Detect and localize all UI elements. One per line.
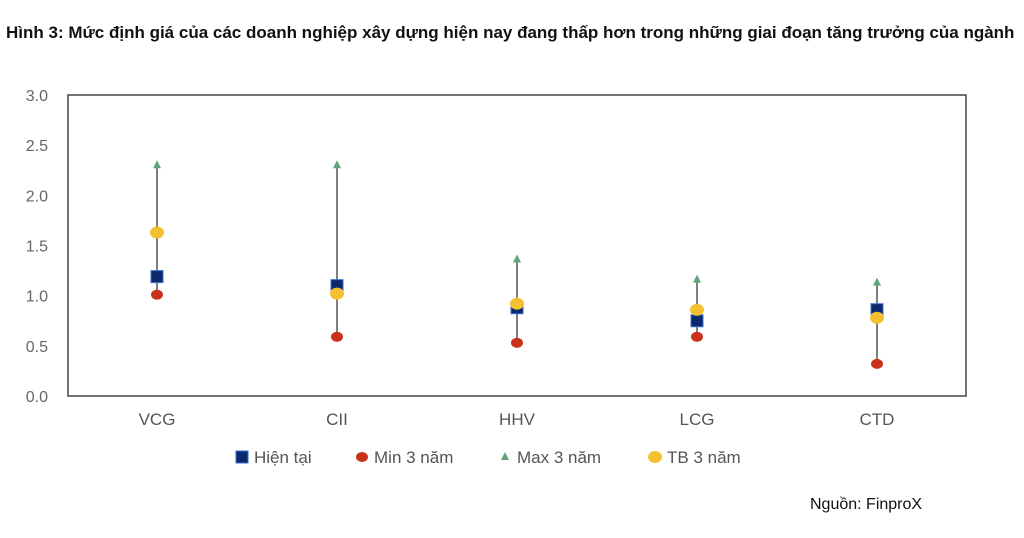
legend-marker bbox=[235, 450, 249, 464]
point-min-3-năm bbox=[151, 289, 163, 300]
chart-title: Hình 3: Mức định giá của các doanh nghiệ… bbox=[6, 23, 1015, 42]
point-hiện-tại bbox=[690, 314, 704, 328]
plot-frame bbox=[67, 94, 967, 397]
point-min-3-năm bbox=[331, 331, 343, 342]
legend-marker bbox=[501, 452, 509, 460]
y-tick-label: 1.0 bbox=[26, 289, 48, 306]
x-tick-label: HHV bbox=[499, 410, 536, 429]
y-tick-label: 2.5 bbox=[26, 138, 48, 155]
legend-label: TB 3 năm bbox=[667, 448, 741, 467]
y-tick-label: 0.5 bbox=[26, 339, 48, 356]
y-tick-label: 3.0 bbox=[26, 88, 48, 105]
y-tick-label: 0.0 bbox=[26, 389, 48, 406]
point-hiện-tại bbox=[150, 270, 164, 284]
x-tick-label: CII bbox=[326, 410, 348, 429]
legend-label: Min 3 năm bbox=[374, 448, 453, 467]
point-min-3-năm bbox=[691, 331, 703, 342]
x-tick-label: CTD bbox=[860, 410, 895, 429]
point-tb-3-năm bbox=[150, 226, 164, 239]
x-tick-label: LCG bbox=[680, 410, 715, 429]
point-min-3-năm bbox=[871, 358, 883, 369]
point-tb-3-năm bbox=[510, 297, 524, 310]
y-tick-label: 1.5 bbox=[26, 239, 48, 256]
point-min-3-năm bbox=[511, 337, 523, 348]
legend-marker bbox=[356, 452, 368, 462]
legend-label: Hiện tại bbox=[254, 448, 312, 467]
point-max-3-năm bbox=[873, 277, 881, 286]
point-max-3-năm bbox=[333, 160, 341, 169]
x-tick-label: VCG bbox=[139, 410, 176, 429]
point-tb-3-năm bbox=[690, 303, 704, 316]
point-max-3-năm bbox=[153, 160, 161, 169]
y-tick-label: 2.0 bbox=[26, 188, 48, 205]
point-max-3-năm bbox=[513, 254, 521, 263]
legend-label: Max 3 năm bbox=[517, 448, 601, 467]
legend-marker bbox=[648, 451, 662, 463]
point-tb-3-năm bbox=[330, 287, 344, 300]
point-max-3-năm bbox=[693, 274, 701, 283]
source-note: Nguồn: FinproX bbox=[810, 496, 923, 513]
point-tb-3-năm bbox=[870, 311, 884, 324]
